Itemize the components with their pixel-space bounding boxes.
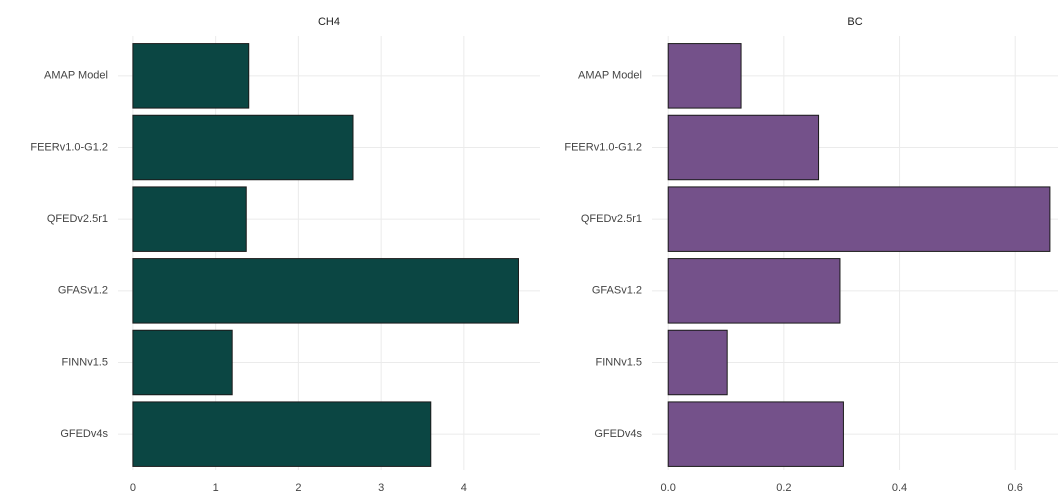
x-tick-label: 2 — [295, 482, 301, 494]
y-tick-label: GFASv1.2 — [58, 285, 108, 297]
y-tick-label: FINNv1.5 — [596, 356, 642, 368]
bar — [667, 186, 1051, 252]
x-tick-label: 0.2 — [776, 482, 791, 494]
bar — [132, 114, 354, 181]
x-tick-label: 4 — [461, 482, 467, 494]
x-tick-label: 0.6 — [1008, 482, 1023, 494]
panel-title: CH4 — [318, 16, 340, 28]
y-tick-label: GFEDv4s — [594, 428, 642, 440]
bar — [667, 114, 820, 181]
bar — [667, 329, 728, 396]
y-tick-label: FINNv1.5 — [62, 356, 108, 368]
bar — [132, 186, 247, 252]
x-tick-label: 0 — [130, 482, 136, 494]
y-tick-label: QFEDv2.5r1 — [581, 213, 642, 225]
bar — [132, 329, 233, 396]
y-tick-label: GFEDv4s — [60, 428, 108, 440]
y-tick-label: QFEDv2.5r1 — [47, 213, 108, 225]
x-tick-label: 0.0 — [661, 482, 676, 494]
x-tick-label: 0.4 — [892, 482, 907, 494]
bar — [132, 401, 432, 467]
y-tick-label: GFASv1.2 — [592, 285, 642, 297]
bar — [667, 43, 742, 109]
y-tick-label: FEERv1.0-G1.2 — [30, 141, 108, 153]
bar — [667, 401, 844, 467]
y-tick-label: AMAP Model — [578, 70, 642, 82]
x-tick-label: 1 — [213, 482, 219, 494]
bar — [132, 43, 250, 109]
bar — [132, 258, 519, 324]
bar — [667, 258, 841, 324]
panel-title: BC — [847, 16, 862, 28]
y-tick-label: FEERv1.0-G1.2 — [564, 141, 642, 153]
y-tick-label: AMAP Model — [44, 70, 108, 82]
x-tick-label: 3 — [378, 482, 384, 494]
